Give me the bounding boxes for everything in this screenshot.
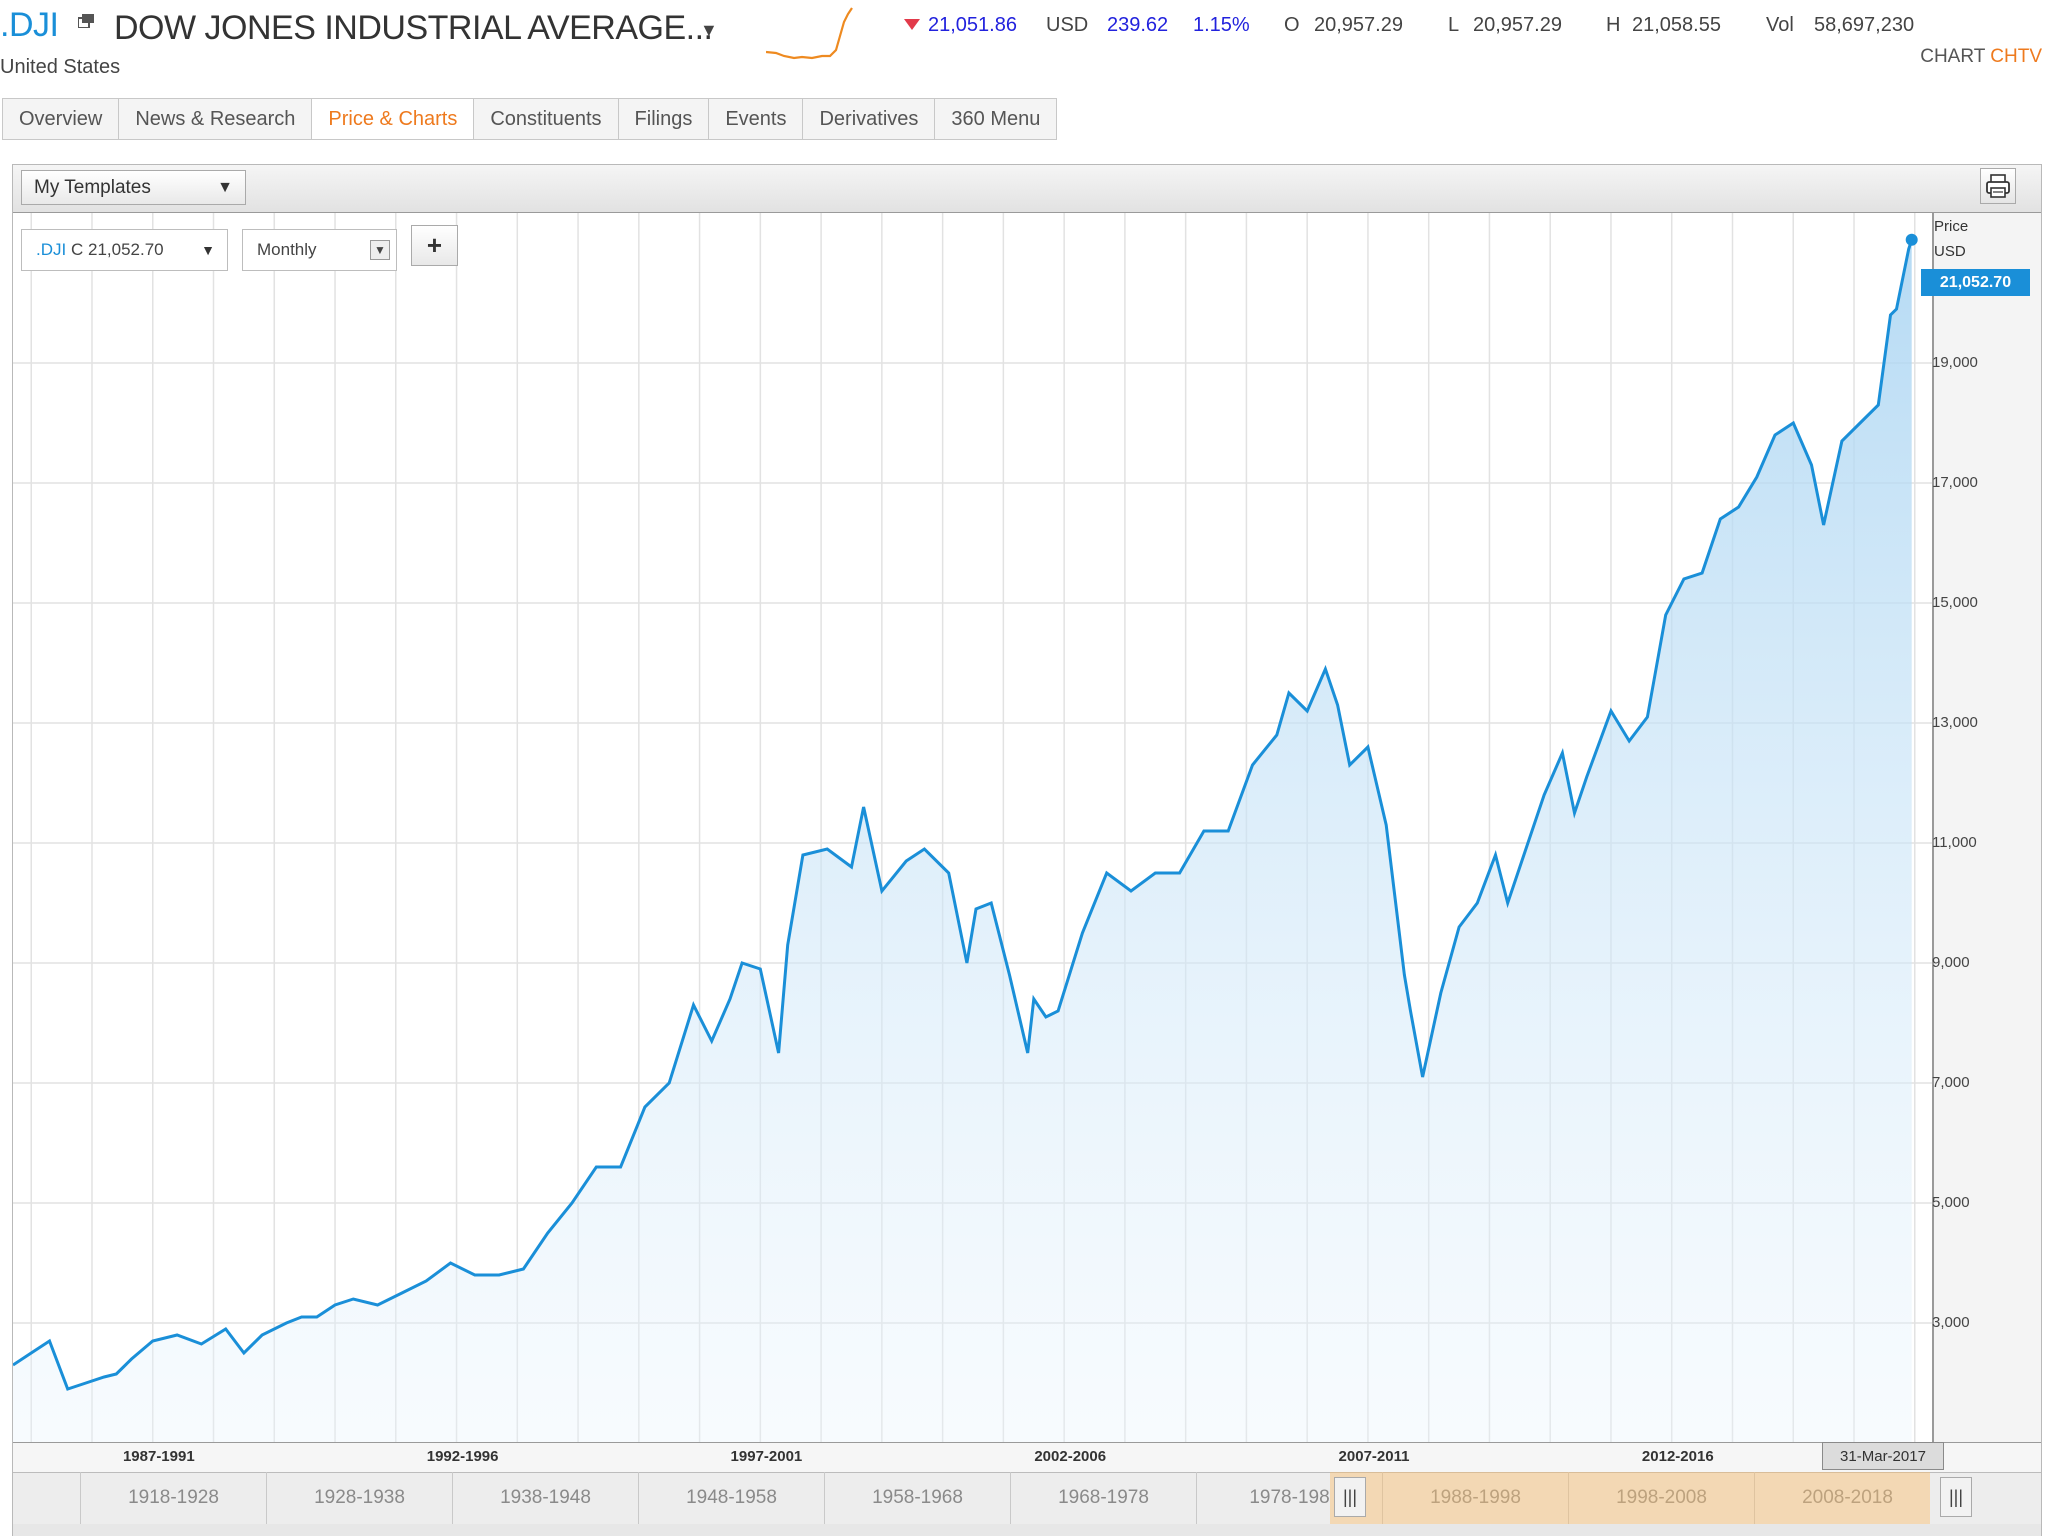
interval-select[interactable]: Monthly ▼ — [242, 229, 397, 271]
tab-events[interactable]: Events — [709, 99, 804, 139]
templates-dropdown[interactable]: My Templates ▼ — [21, 170, 246, 205]
pct-change: 1.15% — [1193, 14, 1250, 36]
down-arrow-icon — [904, 19, 920, 30]
net-change: 239.62 — [1107, 14, 1169, 36]
tab-derivatives[interactable]: Derivatives — [803, 99, 936, 139]
y-tick-label: 3,000 — [1932, 1314, 1970, 1331]
axis-title-currency: USD — [1934, 243, 1966, 260]
add-symbol-button[interactable]: + — [411, 225, 458, 266]
high-label: H — [1606, 14, 1621, 36]
navigator-decade[interactable]: 1918-1928 — [80, 1472, 266, 1524]
y-tick-label: 9,000 — [1932, 954, 1970, 971]
close-prefix: C — [70, 240, 84, 259]
data-points — [13, 239, 1912, 1390]
symbol-ric: .DJI — [36, 240, 67, 259]
navigator-decade[interactable]: 1998-2008 — [1568, 1472, 1754, 1524]
x-tick-label: 1992-1996 — [426, 1448, 499, 1465]
tab-overview[interactable]: Overview — [3, 99, 120, 139]
chart-link-label[interactable]: CHART — [1920, 46, 1985, 67]
y-tick-label: 5,000 — [1932, 1194, 1970, 1211]
chart-chtv-link[interactable]: CHART CHTV — [1920, 46, 2042, 68]
navigator-decade[interactable]: 1948-1958 — [638, 1472, 824, 1524]
last-price-flag: 21,052.70 — [1921, 269, 2030, 296]
intraday-sparkline — [766, 7, 853, 60]
x-tick-label: 1997-2001 — [730, 1448, 803, 1465]
price-axis-background — [1933, 213, 2041, 1443]
print-button[interactable] — [1980, 168, 2016, 204]
interval-value: Monthly — [257, 240, 317, 259]
tab-constituents[interactable]: Constituents — [474, 99, 619, 139]
low-value: 20,957.29 — [1473, 14, 1562, 36]
y-tick-label: 13,000 — [1932, 714, 1978, 731]
tab-filings[interactable]: Filings — [619, 99, 710, 139]
country-label: United States — [0, 56, 121, 78]
low-label: L — [1448, 14, 1460, 36]
tab-bar: Overview News & Research Price & Charts … — [2, 98, 1058, 140]
ric-code: .DJI — [0, 6, 59, 44]
y-tick-label: 19,000 — [1932, 354, 1978, 371]
last-price: 21,051.86 — [928, 14, 1017, 36]
symbol-selector[interactable]: .DJI C 21,052.70 ▼ — [21, 229, 228, 271]
navigator-decade[interactable]: 1968-1978 — [1010, 1472, 1196, 1524]
navigator-selection[interactable] — [1330, 1472, 1930, 1524]
vol-value: 58,697,230 — [1814, 14, 1915, 36]
dropdown-arrow-icon: ▼ — [370, 240, 390, 260]
x-tick-label: 2002-2006 — [1034, 1448, 1107, 1465]
price-axis-title: Price USD — [1934, 214, 1968, 264]
navigator-decade[interactable]: 1978-198 — [1196, 1472, 1382, 1524]
open-value: 20,957.29 — [1314, 14, 1403, 36]
date-cursor-flag: 31-Mar-2017 — [1822, 1442, 1944, 1470]
dropdown-arrow-icon: ▼ — [217, 179, 233, 196]
navigator-decade[interactable]: 1958-1968 — [824, 1472, 1010, 1524]
bottom-scroll-strip — [13, 1524, 2041, 1536]
currency: USD — [1046, 14, 1089, 36]
templates-label: My Templates — [34, 177, 151, 198]
tab-news-research[interactable]: News & Research — [119, 99, 313, 139]
popout-icon[interactable] — [78, 14, 94, 28]
y-tick-label: 7,000 — [1932, 1074, 1970, 1091]
navigator-decade[interactable]: 1938-1948 — [452, 1472, 638, 1524]
tab-price-charts[interactable]: Price & Charts — [312, 99, 475, 139]
open-label: O — [1284, 14, 1300, 36]
navigator-decade[interactable]: 2008-2018 — [1754, 1472, 1940, 1524]
chart-toolbar — [13, 165, 2041, 214]
dropdown-arrow-icon: ▼ — [201, 242, 215, 258]
last-price-marker — [1905, 233, 1918, 246]
x-tick-label: 2007-2011 — [1338, 1448, 1410, 1465]
y-tick-label: 11,000 — [1932, 834, 1977, 851]
x-tick-label: 2012-2016 — [1641, 1448, 1714, 1465]
x-tick-label: 1987-1991 — [122, 1448, 195, 1465]
navigator-left-handle[interactable]: ||| — [1334, 1477, 1366, 1517]
navigator-decade[interactable]: 1928-1938 — [266, 1472, 452, 1524]
axis-title-price: Price — [1934, 218, 1969, 235]
price-area — [13, 239, 1912, 1443]
navigator-decade[interactable]: 1988-1998 — [1382, 1472, 1568, 1524]
caret-down-icon[interactable]: ▼ — [700, 20, 718, 40]
tab-360-menu[interactable]: 360 Menu — [951, 108, 1041, 130]
y-tick-label: 17,000 — [1932, 474, 1978, 491]
close-value: 21,052.70 — [87, 240, 164, 259]
y-tick-label: 15,000 — [1932, 594, 1978, 611]
high-value: 21,058.55 — [1632, 14, 1721, 36]
instrument-name[interactable]: DOW JONES INDUSTRIAL AVERAGE... — [114, 9, 713, 47]
chtv-link-label[interactable]: CHTV — [1990, 46, 2042, 67]
vol-label: Vol — [1766, 14, 1794, 36]
time-navigator[interactable] — [13, 1472, 2041, 1526]
price-chart[interactable] — [13, 213, 2041, 1443]
printer-icon — [1986, 174, 2010, 198]
navigator-right-handle[interactable]: ||| — [1940, 1477, 1972, 1517]
